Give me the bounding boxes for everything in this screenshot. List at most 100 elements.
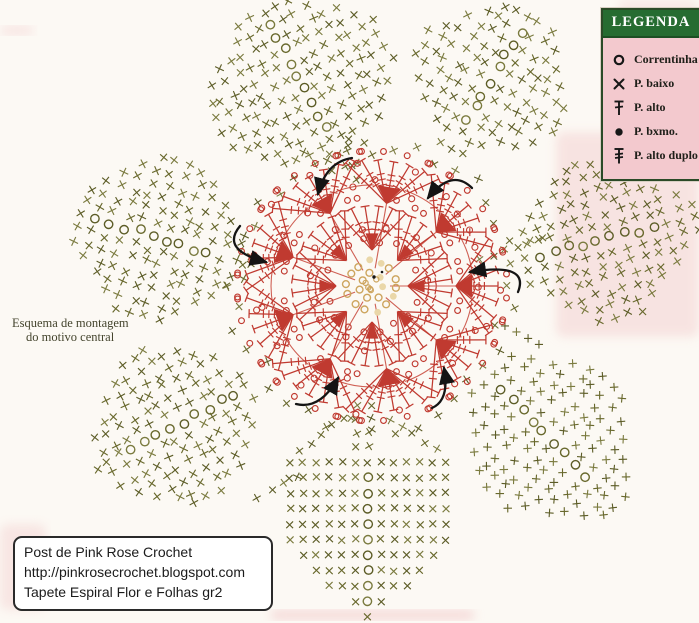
plus-stitch-glyph: +	[533, 338, 544, 353]
x-stitch-glyph: ×	[242, 28, 257, 46]
x-stitch-glyph: ×	[236, 257, 248, 273]
x-stitch-glyph: ×	[456, 123, 469, 140]
x-stitch-glyph: ×	[196, 259, 212, 278]
x-stitch-glyph: ×	[428, 532, 439, 548]
x-stitch-glyph: ×	[643, 275, 658, 293]
x-stitch-glyph: ×	[412, 69, 425, 86]
ink-speck	[380, 270, 384, 274]
x-stitch-glyph: ×	[104, 201, 120, 220]
stitch-top-bar	[421, 167, 428, 176]
x-stitch-glyph: ×	[605, 243, 620, 261]
stitch-top-bar	[453, 190, 462, 197]
x-stitch-glyph: ×	[414, 485, 425, 501]
x-stitch-glyph: ×	[111, 444, 125, 462]
x-stitch-glyph: ×	[305, 44, 321, 63]
x-stitch-glyph: ×	[66, 232, 82, 251]
x-stitch-glyph: ×	[314, 5, 329, 23]
x-stitch-glyph: ×	[571, 276, 587, 295]
x-stitch-glyph: ×	[562, 296, 575, 313]
x-stitch-glyph: ×	[128, 350, 142, 368]
x-stitch-glyph: ×	[100, 454, 112, 471]
petal	[325, 321, 419, 378]
x-stitch-glyph: ×	[423, 75, 436, 92]
x-stitch-glyph: ×	[645, 207, 656, 223]
chain-circle-glyph	[349, 183, 357, 191]
stitch-top-bar	[421, 396, 428, 405]
x-stitch-glyph: ×	[249, 107, 264, 126]
stitch-top-bar	[342, 405, 350, 413]
x-stitch-glyph: ×	[209, 275, 225, 294]
plus-stitch-glyph: +	[596, 368, 608, 385]
x-stitch-glyph: ×	[440, 18, 452, 34]
x-stitch-glyph: ×	[158, 406, 171, 423]
chain-circle-glyph	[404, 312, 412, 320]
x-stitch-glyph: ×	[91, 461, 105, 479]
chain-circle-glyph	[460, 115, 471, 125]
x-stitch-glyph: ×	[163, 178, 177, 196]
stitch-cross-bar	[335, 238, 344, 242]
x-stitch-glyph: ×	[677, 236, 692, 254]
x-stitch-glyph: ×	[174, 184, 191, 203]
chain-circle-glyph	[353, 370, 361, 378]
x-stitch-glyph: ×	[670, 253, 684, 271]
x-stitch-glyph: ×	[259, 65, 272, 82]
tall-stitch-line	[361, 160, 388, 204]
x-stitch-glyph: ×	[641, 260, 656, 279]
inner-petal-round	[280, 194, 464, 378]
tall-stitch-line	[267, 213, 294, 258]
x-stitch-glyph: ×	[99, 172, 112, 189]
x-stitch-glyph: ×	[545, 285, 557, 301]
x-stitch-glyph: ×	[271, 60, 283, 76]
x-stitch-glyph: ×	[234, 65, 246, 81]
stitch-cross-bar	[275, 335, 284, 341]
double-tall-stitch-icon	[614, 148, 624, 164]
x-stitch-glyph: ×	[202, 430, 217, 448]
x-stitch-glyph: ×	[139, 465, 154, 484]
x-stitch-glyph: ×	[359, 34, 373, 52]
x-stitch-glyph: ×	[285, 501, 296, 517]
x-stitch-glyph: ×	[110, 285, 126, 304]
petal-base-triangle	[330, 244, 347, 261]
legend-item-slip-stitch: P. bxmo.	[610, 122, 694, 141]
x-stitch-glyph: ×	[487, 92, 502, 110]
stitch-cross-bar	[290, 357, 293, 367]
tall-stitch-line	[455, 269, 498, 287]
x-stitch-icon	[613, 78, 625, 90]
chain-circle-glyph	[306, 97, 317, 108]
stitch-cross-bar	[331, 390, 340, 393]
stitch-cross-bar	[458, 234, 462, 243]
plus-stitch-glyph: +	[575, 449, 588, 466]
x-stitch-glyph: ×	[364, 410, 379, 428]
stitch-cross-bar	[304, 207, 307, 216]
stitch-top-bar	[388, 360, 397, 366]
x-stitch-glyph: ×	[549, 61, 562, 78]
stitch-top-bar	[300, 241, 305, 251]
x-stitch-glyph: ×	[162, 390, 174, 407]
x-stitch-glyph: ×	[113, 477, 127, 495]
plus-stitch-glyph: +	[584, 417, 596, 434]
x-stitch-glyph: ×	[182, 366, 197, 384]
stitch-cross-bar	[307, 277, 310, 286]
x-stitch-glyph: ×	[284, 517, 295, 533]
tall-stitch-line	[435, 339, 469, 368]
x-stitch-glyph: ×	[174, 353, 190, 372]
chain-circle-glyph	[456, 267, 464, 275]
x-stitch-glyph: ×	[389, 470, 400, 486]
x-stitch-glyph: ×	[345, 87, 359, 105]
chain-circle-glyph	[344, 196, 351, 204]
x-stitch-glyph: ×	[381, 72, 394, 89]
chain-circle-glyph	[453, 210, 461, 218]
plus-stitch-glyph: +	[534, 383, 547, 400]
center-chain-circle	[391, 275, 400, 284]
x-stitch-glyph: ×	[646, 180, 662, 199]
x-stitch-glyph: ×	[326, 163, 338, 180]
stitch-cross-bar	[478, 304, 485, 311]
x-stitch-glyph: ×	[315, 87, 328, 104]
x-stitch-glyph: ×	[193, 271, 207, 289]
chain-circle-glyph	[619, 226, 630, 237]
stitch-cross-bar	[352, 229, 360, 237]
tall-stitch-line	[302, 245, 347, 262]
x-stitch-glyph: ×	[135, 155, 151, 174]
x-stitch-glyph: ×	[171, 195, 186, 213]
stitch-cross-bar	[308, 202, 313, 211]
